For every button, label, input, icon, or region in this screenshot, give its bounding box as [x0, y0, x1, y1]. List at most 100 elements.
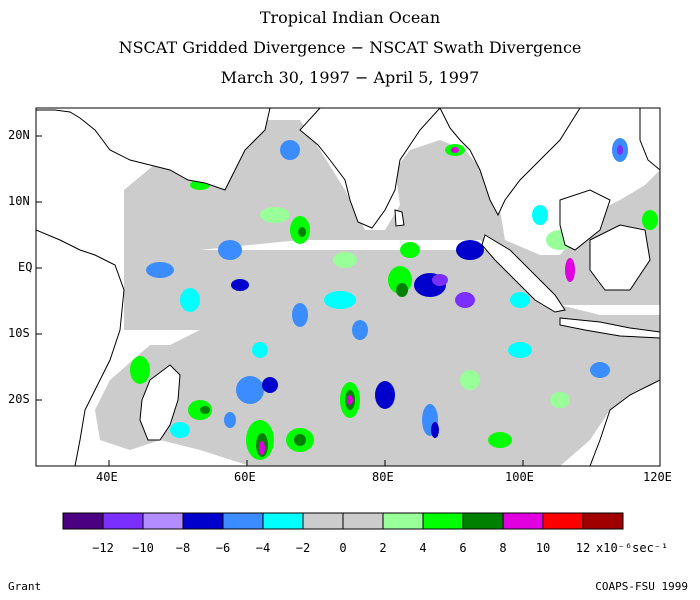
data-blob — [510, 292, 530, 308]
data-field-north — [124, 120, 660, 305]
lon-label-40e: 40E — [96, 470, 118, 484]
data-blob — [396, 283, 408, 297]
colorbar-tick-label: 4 — [419, 541, 427, 555]
data-blob — [180, 288, 200, 312]
map-frame — [35, 107, 661, 467]
data-blob — [455, 292, 475, 308]
colorbar-tick-label: −4 — [255, 541, 271, 555]
colorbar-tick-label: 6 — [459, 541, 467, 555]
lat-label-eq: EQ — [18, 260, 33, 274]
footer-author: Grant — [8, 580, 42, 593]
data-blob — [294, 434, 306, 446]
map-title: Tropical Indian Ocean — [259, 8, 441, 27]
data-blob — [146, 262, 174, 278]
data-blob — [488, 432, 512, 448]
philippines-land — [639, 108, 660, 171]
data-blob — [252, 342, 268, 358]
malay-borneo-land — [559, 189, 611, 251]
colorbar-swatch — [462, 512, 504, 530]
colorbar-swatch — [582, 512, 624, 530]
data-blob — [508, 342, 532, 358]
colorbar-tick-label: 10 — [535, 541, 551, 555]
colorbar-tick-label: −2 — [295, 541, 311, 555]
data-blob — [260, 207, 290, 223]
data-blob — [298, 227, 306, 237]
lon-label-60e: 60E — [234, 470, 256, 484]
data-blob — [231, 279, 249, 291]
colorbar-swatch — [62, 512, 104, 530]
map-subtitle: NSCAT Gridded Divergence − NSCAT Swath D… — [118, 38, 582, 57]
lon-label-80e: 80E — [372, 470, 394, 484]
colorbar-swatch — [262, 512, 304, 530]
east-africa-land — [36, 229, 125, 466]
colorbar-tick-label: −12 — [92, 541, 114, 555]
data-blob — [259, 441, 265, 455]
sri-lanka-land — [394, 209, 405, 227]
colorbar-swatch — [222, 512, 264, 530]
colorbar-swatch — [422, 512, 464, 530]
madagascar-land — [139, 364, 181, 441]
data-blob — [590, 362, 610, 378]
colorbar-tick-label: −8 — [175, 541, 191, 555]
bay-bengal-land — [439, 108, 581, 217]
java-land — [559, 317, 660, 339]
colorbar-tick-label: 0 — [339, 541, 347, 555]
lat-ticks — [36, 135, 42, 401]
data-blob — [400, 242, 420, 258]
lat-label-20n: 20N — [8, 128, 30, 142]
lat-label-10n: 10N — [8, 194, 30, 208]
data-blob — [460, 370, 480, 390]
data-blob — [565, 258, 575, 282]
data-blob — [200, 406, 210, 414]
colorbar-swatch — [382, 512, 424, 530]
data-blob — [432, 274, 448, 286]
lon-label-100e: 100E — [505, 470, 534, 484]
data-blob — [617, 145, 623, 155]
colorbar-swatch — [342, 512, 384, 530]
data-blob — [130, 356, 150, 384]
data-blob — [347, 395, 353, 405]
data-blob — [224, 412, 236, 428]
data-blob — [292, 303, 308, 327]
data-blob — [456, 240, 484, 260]
land — [36, 108, 660, 466]
africa-arabia-land — [36, 108, 271, 191]
colorbar-swatch — [542, 512, 584, 530]
data-blob — [451, 147, 459, 153]
data-blob — [236, 376, 264, 404]
footer-credit: COAPS-FSU 1999 — [595, 580, 688, 593]
colorbar-tick-label: −6 — [215, 541, 231, 555]
data-blob — [218, 240, 242, 260]
colorbar-swatch — [142, 512, 184, 530]
date-range: March 30, 1997 − April 5, 1997 — [220, 68, 480, 87]
colorbar-swatch — [102, 512, 144, 530]
sumatra-land — [481, 234, 566, 313]
data-blob — [170, 422, 190, 438]
colorbar-swatch — [182, 512, 224, 530]
data-blob — [280, 140, 300, 160]
lon-label-120e: 120E — [643, 470, 672, 484]
colorbar-tick-label: 12 — [575, 541, 591, 555]
data-blob — [550, 392, 570, 408]
colorbar-tick-label: −10 — [132, 541, 154, 555]
colorbar-tick-label: 8 — [499, 541, 507, 555]
australia-land — [589, 379, 660, 466]
colorbar-tick-label: 2 — [379, 541, 387, 555]
colorbar-units: x10⁻⁶sec⁻¹ — [596, 541, 669, 555]
data-blob — [333, 252, 357, 268]
colorbar-swatch — [302, 512, 344, 530]
colorbar-swatch — [502, 512, 544, 530]
data-blob — [324, 291, 356, 309]
lon-ticks — [108, 460, 661, 466]
lat-label-20s: 20S — [8, 392, 30, 406]
data-blob — [642, 210, 658, 230]
india-land — [299, 108, 441, 229]
data-blob — [431, 422, 439, 438]
data-blob — [352, 320, 368, 340]
borneo-land — [589, 224, 651, 291]
lat-label-10s: 10S — [8, 326, 30, 340]
data-blob — [532, 205, 548, 225]
colorbar — [62, 512, 624, 530]
data-blob — [375, 381, 395, 409]
